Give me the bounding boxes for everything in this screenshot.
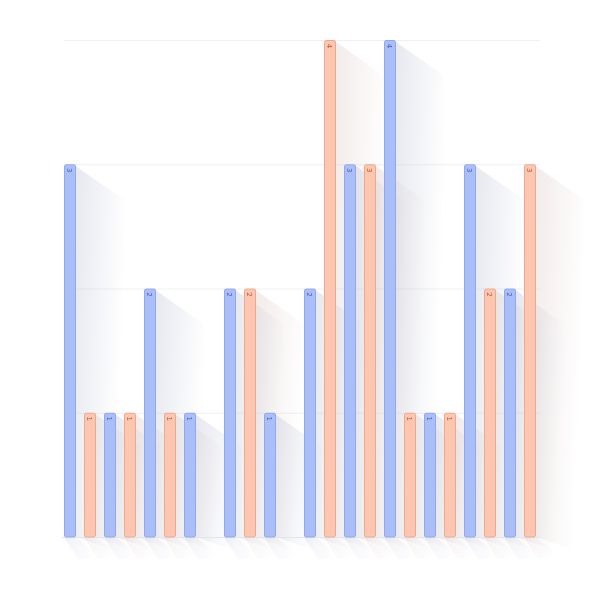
bar-ground-shadow xyxy=(504,537,542,559)
bar-ground-shadow xyxy=(244,537,282,559)
bar-series-2 xyxy=(404,412,416,538)
bar-value-label: 3 xyxy=(525,168,533,172)
bar-ground-shadow xyxy=(384,537,422,559)
bar-value-label: 2 xyxy=(485,292,493,296)
bar-series-2 xyxy=(444,412,456,538)
bar-series-2 xyxy=(124,412,136,538)
bar-ground-shadow xyxy=(304,537,342,559)
bar-value-label: 2 xyxy=(305,292,313,296)
bar-value-label: 1 xyxy=(265,417,273,421)
bar-series-1 xyxy=(104,412,116,538)
bar-ground-shadow xyxy=(64,537,102,559)
bar-ground-shadow xyxy=(524,537,562,559)
bar-value-label: 1 xyxy=(445,417,453,421)
bar-series-1 xyxy=(184,412,196,538)
bar-series-2 xyxy=(164,412,176,538)
bar-ground-shadow xyxy=(344,537,382,559)
bar-value-label: 2 xyxy=(225,292,233,296)
bar-ground-shadow xyxy=(124,537,162,559)
bar-ground-shadow xyxy=(404,537,442,559)
bar-series-1 xyxy=(504,288,516,538)
bar-value-label: 1 xyxy=(125,417,133,421)
bar-value-labels: 3 1 1 1 2 1 1 2 2 1 2 4 3 3 4 1 1 1 3 2 2 3 xyxy=(65,44,533,421)
bar-value-label: 1 xyxy=(165,417,173,421)
bar-series-2 xyxy=(244,288,256,538)
bar-ground-shadow xyxy=(184,537,222,559)
bar-ground-shadow xyxy=(104,537,142,559)
bar-value-label: 3 xyxy=(345,168,353,172)
bar-ground-shadow xyxy=(424,537,462,559)
bar-ground-shadow xyxy=(144,537,182,559)
bar-ground-shadow xyxy=(164,537,202,559)
bar-series-1 xyxy=(304,288,316,538)
bar-series-1 xyxy=(264,412,276,538)
bar-series-1 xyxy=(144,288,156,538)
bar-series-1 xyxy=(424,412,436,538)
bar-ground-shadow xyxy=(464,537,502,559)
bar-series-2 xyxy=(324,40,336,538)
bar-value-label: 1 xyxy=(185,417,193,421)
bar-value-label: 2 xyxy=(145,292,153,296)
bar-value-label: 3 xyxy=(365,168,373,172)
bar-ground-shadow xyxy=(484,537,522,559)
bar-ground-shadow xyxy=(224,537,262,559)
bar-ground-shadow xyxy=(444,537,482,559)
bar-series-1 xyxy=(384,40,396,538)
bar-ground-shadow xyxy=(264,537,302,559)
bar-ground-shadow xyxy=(364,537,402,559)
bar-value-label: 4 xyxy=(325,44,333,49)
bar-value-label: 3 xyxy=(465,168,473,172)
bar-value-label: 4 xyxy=(385,44,393,49)
bar-series-2 xyxy=(84,412,96,538)
bars xyxy=(64,40,536,538)
bar-value-label: 1 xyxy=(425,417,433,421)
bar-value-label: 3 xyxy=(65,168,73,172)
bar-series-2 xyxy=(524,164,536,538)
bar-series-1 xyxy=(464,164,476,538)
bar-value-label: 1 xyxy=(405,417,413,421)
bar-series-2 xyxy=(484,288,496,538)
bar-value-label: 2 xyxy=(245,292,253,296)
bar-value-label: 1 xyxy=(85,417,93,421)
bar-series-1 xyxy=(64,164,76,538)
bar-ground-shadow xyxy=(84,537,122,559)
bar-series-1 xyxy=(344,164,356,538)
bar-shadow xyxy=(536,166,584,554)
bar-value-label: 1 xyxy=(105,417,113,421)
bar-value-label: 2 xyxy=(505,292,513,296)
bar-ground-shadow xyxy=(324,537,362,559)
bar-series-1 xyxy=(224,288,236,538)
bar-series-2 xyxy=(364,164,376,538)
